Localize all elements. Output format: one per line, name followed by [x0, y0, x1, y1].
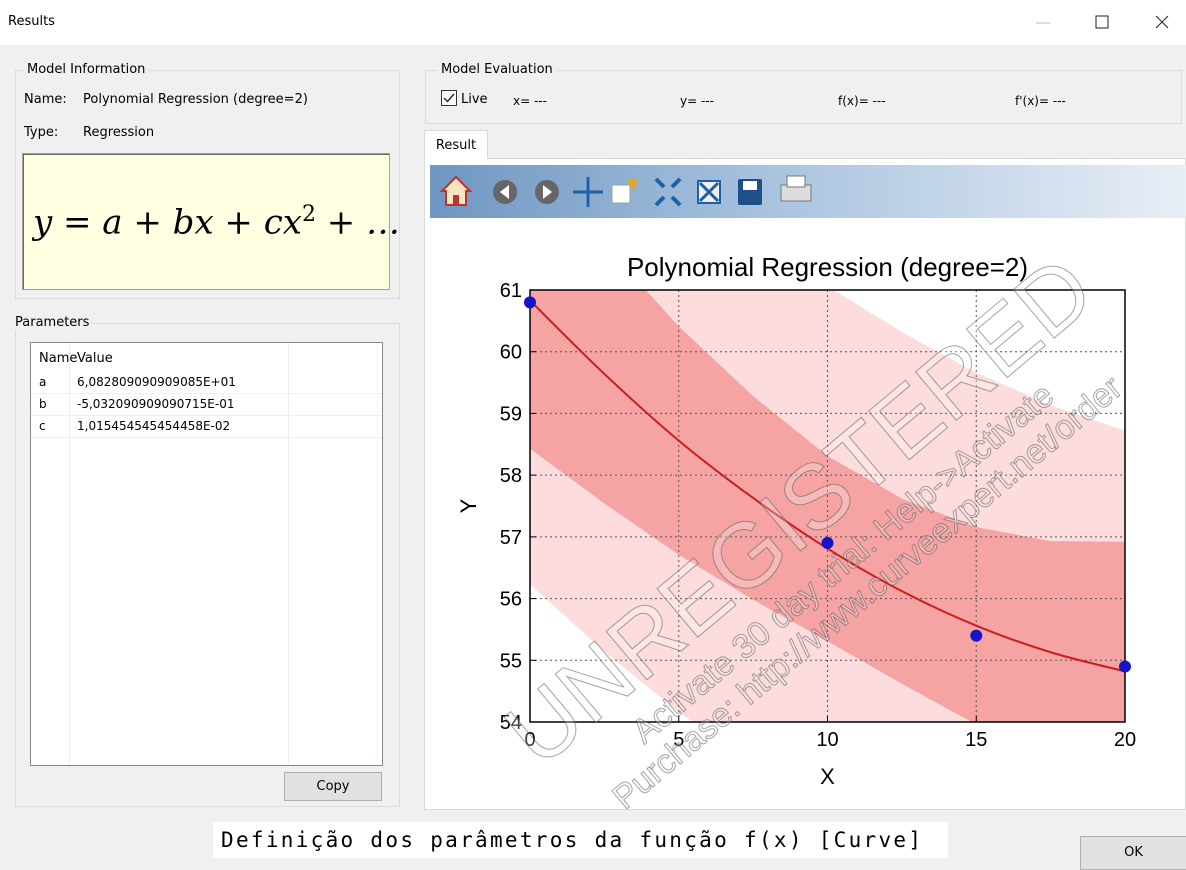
formula: y = a + bx + cx2 + … [33, 202, 400, 242]
parameters-table[interactable]: Name Value a 6,082809090909085E+01 b -5,032… [30, 342, 383, 766]
table-cell: c [39, 419, 46, 433]
copy-button[interactable]: Copy [284, 772, 382, 801]
window-title: Results [8, 14, 55, 29]
ok-button[interactable]: OK [1080, 836, 1186, 870]
x-tick-label: 15 [965, 729, 987, 751]
y-tick-label: 55 [500, 650, 522, 672]
formula-exponent: 2 [301, 202, 316, 227]
live-label: Live [461, 92, 488, 107]
eval-field: x= --- [513, 94, 547, 108]
x-axis-label: X [820, 764, 835, 789]
title-bar: Results [0, 0, 1186, 45]
caption: Definição dos parâmetros da função f(x) … [213, 822, 948, 858]
table-cell: 1,015454545454458E-02 [77, 419, 231, 433]
x-tick-label: 10 [816, 729, 838, 751]
chart: 0 5 10 15 20 54 55 56 57 58 59 60 61 Polynomial Regre… [456, 237, 1136, 810]
chart-title: Polynomial Regression (degree=2) [627, 252, 1028, 282]
data-point [1119, 660, 1131, 673]
data-point [524, 296, 536, 309]
row-line [31, 393, 382, 394]
data-point [821, 537, 834, 550]
column-header: Name [39, 351, 78, 366]
y-tick-label: 54 [500, 712, 522, 734]
toolbar-icons[interactable] [430, 165, 870, 218]
model-evaluation-group [425, 70, 1182, 124]
row-line [31, 415, 382, 416]
data-point [970, 629, 983, 642]
name-label: Name: [24, 92, 67, 107]
y-tick-label: 61 [500, 280, 522, 302]
result-tab[interactable]: Result [424, 130, 488, 159]
y-axis-label: Y [456, 498, 481, 513]
y-tick-label: 56 [500, 589, 522, 611]
x-tick-label: 20 [1114, 729, 1136, 751]
column-line [288, 343, 289, 765]
x-tick-label: 5 [673, 729, 684, 751]
formula-tail: + … [315, 202, 401, 243]
model-information-group [15, 70, 400, 299]
x-tick-label: 0 [524, 729, 535, 751]
type-label: Type: [24, 125, 59, 140]
parameters-group [15, 323, 400, 807]
plot-toolbar [430, 165, 1186, 218]
model-type: Regression [83, 125, 155, 140]
column-header: Value [77, 351, 113, 366]
table-cell: 6,082809090909085E+01 [77, 375, 236, 389]
group-title: Model Evaluation [438, 62, 556, 77]
formula-base: y = a + bx + cx [33, 202, 302, 243]
window-controls[interactable] [1030, 12, 1180, 34]
row-line [31, 437, 382, 438]
eval-field: f(x)= --- [838, 94, 886, 108]
table-cell: a [39, 375, 47, 389]
table-cell: b [39, 397, 47, 411]
y-tick-label: 60 [500, 342, 522, 364]
group-title: Model Information [24, 62, 149, 77]
plot-area [530, 290, 1125, 722]
column-line [69, 343, 70, 765]
eval-field: f'(x)= --- [1015, 94, 1066, 108]
model-name: Polynomial Regression (degree=2) [83, 92, 308, 107]
y-tick-label: 58 [500, 465, 522, 487]
y-tick-label: 59 [500, 403, 522, 425]
y-tick-label: 57 [500, 527, 522, 549]
group-title: Parameters [12, 315, 93, 330]
eval-field: y= --- [680, 94, 714, 108]
table-cell: -5,032090909090715E-01 [77, 397, 235, 411]
live-checkbox[interactable] [441, 90, 458, 107]
formula-box: y = a + bx + cx2 + … [22, 153, 400, 290]
